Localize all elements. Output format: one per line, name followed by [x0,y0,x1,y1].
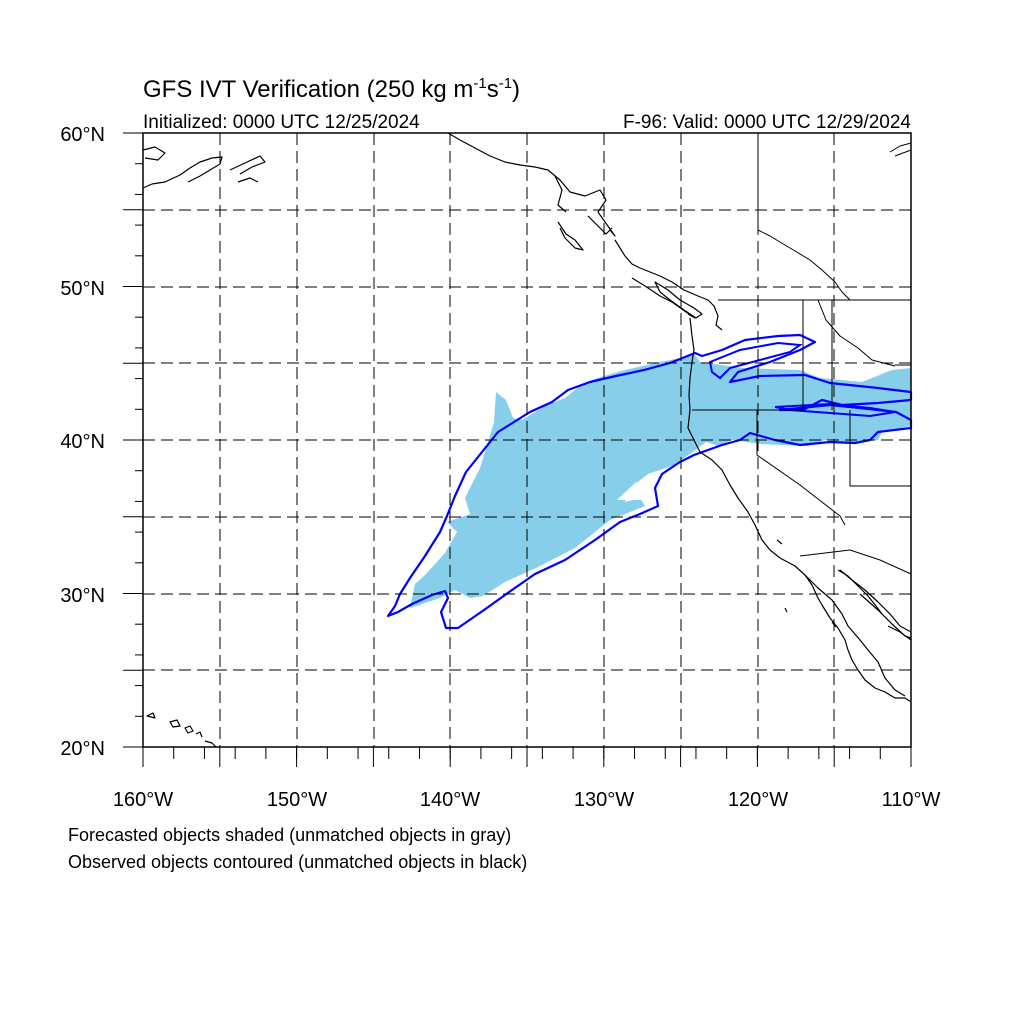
lat-labels: 60°N 50°N 40°N 30°N 20°N [60,124,105,760]
lat-label-40: 40°N [60,431,105,453]
lat-label-20: 20°N [60,738,105,760]
initialized-label: Initialized: 0000 UTC 12/25/2024 [143,112,420,133]
lon-label-130w: 130°W [574,789,634,811]
forecast-object-hole [617,482,648,500]
observed-object-contour [386,333,913,630]
lon-label-110w: 110°W [882,789,941,811]
caption-forecast: Forecasted objects shaded (unmatched obj… [68,825,512,845]
forecast-object [410,355,911,608]
caption-observed: Observed objects contoured (unmatched ob… [68,852,528,872]
lon-label-120w: 120°W [728,789,788,811]
lat-label-50: 50°N [60,278,105,300]
graticule [143,133,911,747]
coastlines [142,132,912,748]
lon-label-140w: 140°W [420,789,480,811]
lat-label-60: 60°N [60,124,105,146]
lon-labels: 160°W 150°W 140°W 130°W 120°W 110°W [113,789,941,811]
valid-label: F-96: Valid: 0000 UTC 12/29/2024 [623,112,911,133]
lat-label-30: 30°N [60,585,105,607]
lon-label-150w: 150°W [267,789,327,811]
figure-title: GFS IVT Verification (250 kg m-1s-1) [143,75,520,103]
observed-object-inner-contour [708,341,803,380]
lon-label-160w: 160°W [113,789,173,811]
axis-ticks [123,132,912,767]
